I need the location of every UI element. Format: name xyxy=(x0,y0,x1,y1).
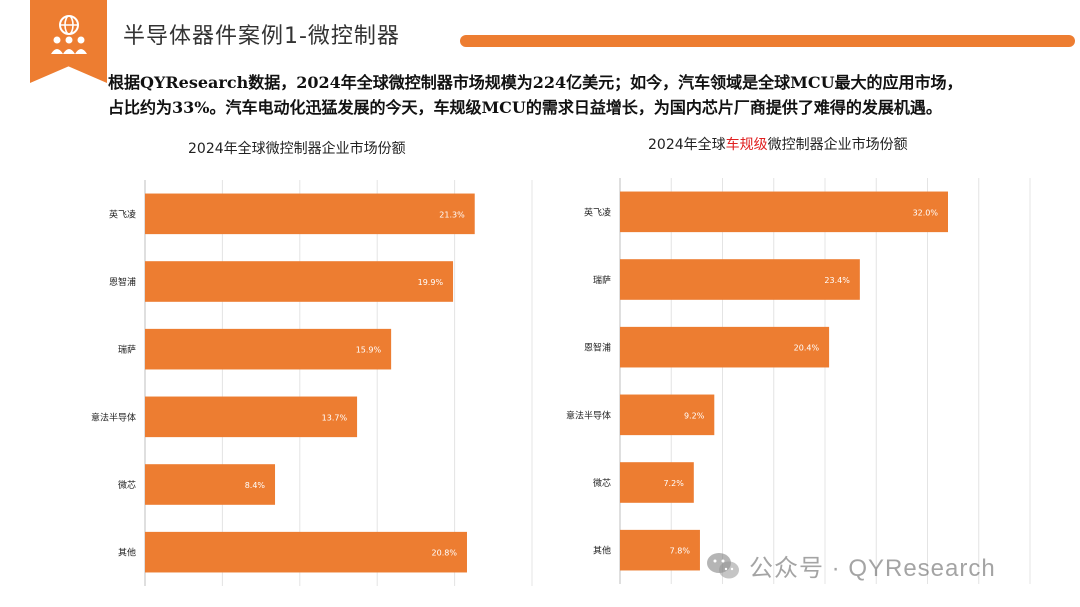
network-users-icon xyxy=(51,15,87,54)
bar-value-label: 7.2% xyxy=(663,479,684,488)
bar xyxy=(145,396,358,438)
title-accent-bar xyxy=(460,35,1075,47)
bar xyxy=(145,464,276,505)
bar xyxy=(620,529,700,571)
bar-value-label: 19.9% xyxy=(418,278,444,287)
watermark: 公众号 · QYResearch xyxy=(705,548,996,583)
bar-value-label: 9.2% xyxy=(684,411,705,420)
category-label: 恩智浦 xyxy=(584,342,611,354)
bar xyxy=(145,531,467,573)
category-label: 微芯 xyxy=(593,477,611,489)
right-chart-title: 2024年全球车规级微控制器企业市场份额 xyxy=(648,134,908,154)
category-label: 瑞萨 xyxy=(118,344,136,356)
category-label: 微芯 xyxy=(118,479,136,491)
bar-value-label: 15.9% xyxy=(356,346,382,355)
category-label: 意法半导体 xyxy=(566,409,611,421)
category-label: 瑞萨 xyxy=(593,274,611,286)
intro-line-1: 根据QYResearch数据，2024年全球微控制器市场规模为224亿美元；如今… xyxy=(108,73,963,92)
intro-line-2: 占比约为33%。汽车电动化迅猛发展的今天，车规级MCU的需求日益增长，为国内芯片… xyxy=(108,98,942,117)
category-label: 其他 xyxy=(118,547,136,559)
bar-value-label: 23.4% xyxy=(824,276,850,285)
bar-value-label: 32.0% xyxy=(913,208,939,217)
watermark-text: 公众号 · QYResearch xyxy=(749,555,996,582)
wechat-icon xyxy=(707,552,739,578)
bar xyxy=(620,326,830,368)
category-label: 意法半导体 xyxy=(91,411,136,423)
bar xyxy=(145,193,475,235)
bar xyxy=(620,462,694,503)
bar xyxy=(620,394,715,436)
right-chart-title-post: 微控制器企业市场份额 xyxy=(767,137,908,153)
bar-value-label: 7.8% xyxy=(670,547,691,556)
bar-value-label: 20.8% xyxy=(432,549,458,558)
bar xyxy=(145,261,454,302)
category-label: 恩智浦 xyxy=(109,276,136,288)
left-chart-title: 2024年全球微控制器企业市场份额 xyxy=(188,141,406,157)
bar-value-label: 13.7% xyxy=(322,413,348,422)
category-label: 其他 xyxy=(593,545,611,557)
right-chart-title-highlight: 车规级 xyxy=(725,137,768,153)
bar-value-label: 21.3% xyxy=(439,210,465,219)
bar-value-label: 20.4% xyxy=(794,344,820,353)
intro-paragraph: 根据QYResearch数据，2024年全球微控制器市场规模为224亿美元；如今… xyxy=(108,70,1068,120)
bar xyxy=(620,191,948,233)
category-label: 英飞凌 xyxy=(584,206,611,218)
page-title: 半导体器件案例1-微控制器 xyxy=(123,24,400,49)
category-label: 英飞凌 xyxy=(109,208,136,220)
bar-value-label: 8.4% xyxy=(245,481,266,490)
bar xyxy=(620,259,860,300)
bar xyxy=(145,328,392,370)
right-chart-title-pre: 2024年全球 xyxy=(648,137,726,153)
